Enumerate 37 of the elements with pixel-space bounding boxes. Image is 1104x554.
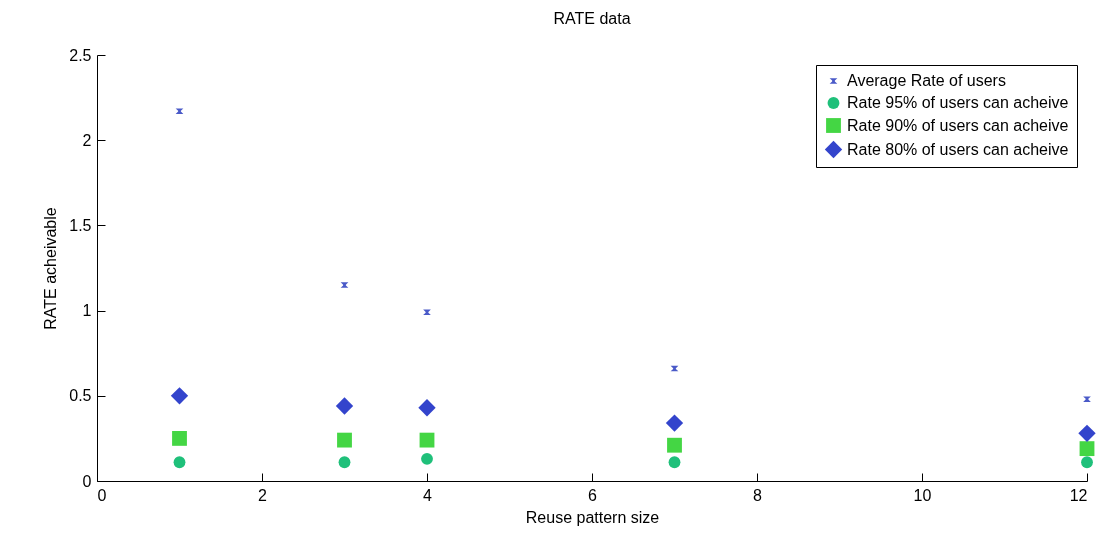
- y-axis-title: RATE acheivable: [42, 207, 60, 330]
- y-tick-label: 2: [82, 131, 92, 149]
- y-tick-label: 0.5: [69, 387, 92, 405]
- y-tick-label: 1: [82, 302, 92, 320]
- point: [337, 432, 352, 448]
- point: [670, 365, 679, 372]
- x-tick-label: 4: [423, 486, 433, 504]
- point: [338, 456, 351, 469]
- point: [172, 430, 187, 446]
- x-tick-label: 12: [1069, 486, 1088, 504]
- point: [668, 456, 681, 469]
- point: [418, 399, 436, 417]
- y-tick-label: 0: [82, 472, 92, 490]
- x-axis-title: Reuse pattern size: [525, 508, 660, 526]
- x-tick-label: 10: [913, 486, 932, 504]
- legend-label: Average Rate of users: [847, 72, 1006, 89]
- x-tick-label: 0: [97, 486, 107, 504]
- point: [419, 432, 435, 448]
- point: [421, 452, 433, 465]
- x-tick-label: 6: [588, 486, 598, 504]
- legend-label: Rate 90% of users can acheive: [847, 116, 1069, 134]
- y-tick-label: 1.5: [69, 216, 92, 234]
- point: [667, 437, 682, 453]
- x-tick-label: 8: [753, 486, 763, 504]
- point: [170, 387, 189, 405]
- point: [335, 397, 354, 415]
- chart-title: RATE data: [553, 10, 631, 27]
- point: [665, 414, 684, 432]
- legend-label: Rate 80% of users can acheive: [847, 140, 1069, 158]
- y-tick-label: 2.5: [69, 46, 92, 64]
- point: [173, 456, 186, 469]
- x-tick-label: 2: [258, 486, 268, 504]
- point: [1081, 456, 1093, 469]
- point: [1078, 424, 1096, 442]
- legend-label: Rate 95% of users can acheive: [847, 94, 1069, 111]
- point: [1079, 441, 1095, 457]
- point: [1083, 396, 1091, 402]
